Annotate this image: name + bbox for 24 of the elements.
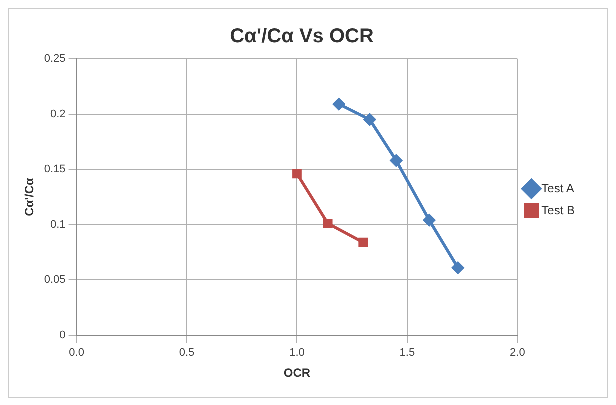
point (333, 98, 346, 110)
x-tick-label: 2.0 (510, 347, 526, 360)
y-tick-label: 0.15 (44, 164, 66, 176)
point (452, 262, 464, 274)
y-tick-label: 0.1 (50, 218, 66, 231)
x-axis-title: OCR (284, 366, 311, 380)
point (358, 238, 368, 248)
y-tick-label: 0.2 (50, 108, 66, 120)
x-tick-label: 1.5 (400, 347, 416, 360)
y-tick-label: 0.05 (44, 274, 66, 286)
chart-title: Cα'/Cα Vs OCR (230, 26, 374, 48)
x-tick-label: 0.5 (179, 347, 195, 360)
x-tick-label: 1.0 (290, 347, 305, 360)
y-tick-label: 0 (60, 329, 66, 342)
point (390, 154, 402, 167)
point (423, 214, 436, 226)
legend-label: Test A (542, 181, 574, 196)
point (364, 114, 376, 126)
y-tick-label: 0.25 (44, 53, 66, 66)
point (292, 169, 302, 179)
x-tick-label: 0.0 (69, 347, 84, 360)
legend-label: Test B (542, 203, 576, 218)
point (323, 219, 333, 228)
y-axis-title: Cα'/Cα (22, 177, 37, 216)
